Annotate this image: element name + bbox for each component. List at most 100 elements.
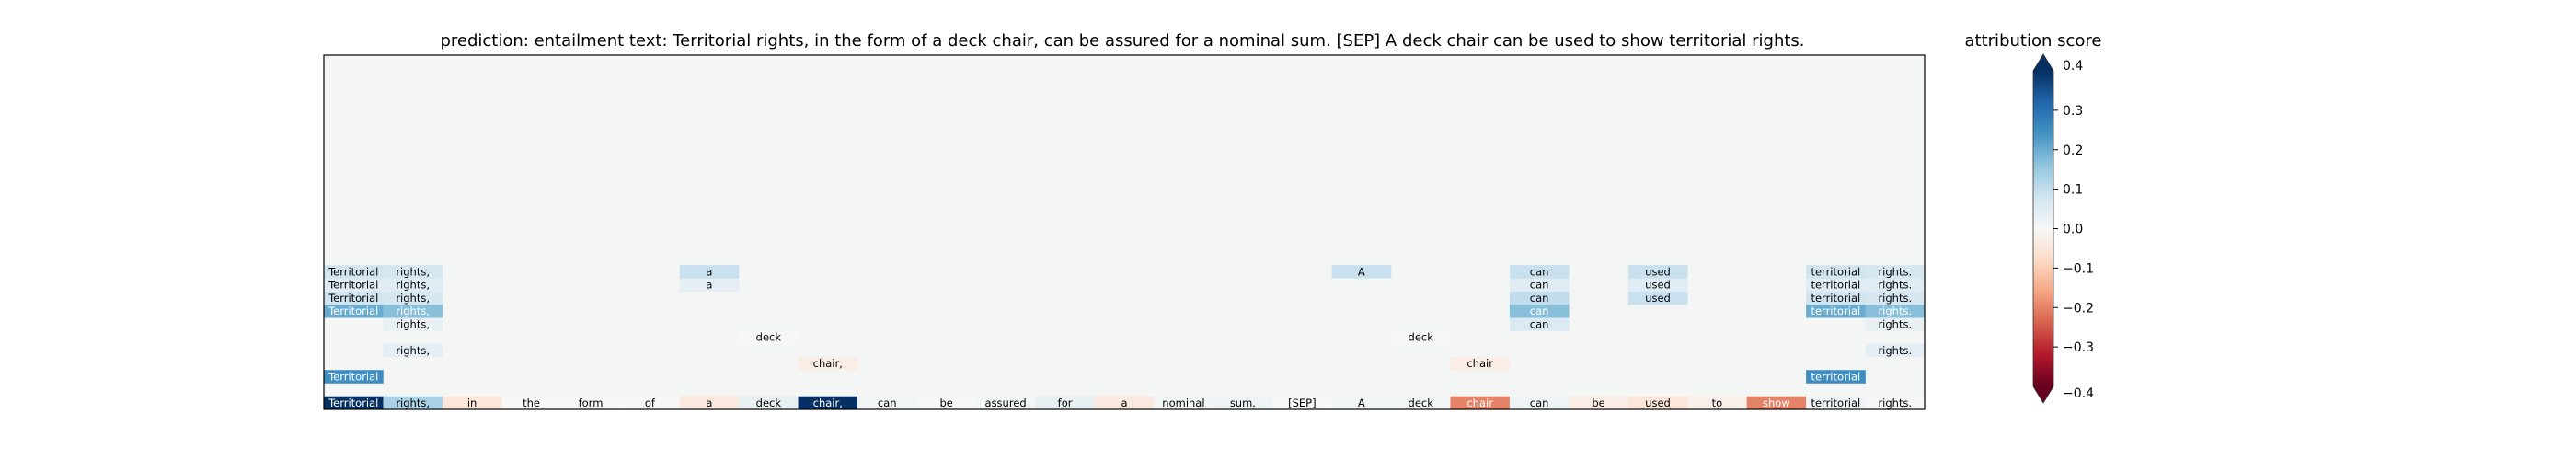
colorbar-tick-label: 0.1: [2063, 183, 2083, 198]
heatmap-cell: [383, 304, 443, 318]
heatmap-cell: [1865, 343, 1926, 358]
heatmap-cell: [383, 396, 443, 410]
colorbar-tick-label: −0.3: [2063, 340, 2094, 355]
heatmap-cell: [383, 278, 443, 292]
colorbar-extend-max: [2033, 54, 2053, 71]
heatmap-cell: [1806, 278, 1866, 292]
cell-label: rights,: [396, 397, 430, 409]
heatmap-cell: [916, 396, 977, 410]
heatmap-cell: [679, 396, 740, 410]
cell-label: deck: [756, 331, 782, 344]
cell-label: can: [1530, 265, 1549, 278]
heatmap-cell: [857, 396, 917, 410]
heatmap-cell: [1509, 265, 1570, 279]
heatmap-cell: [324, 370, 384, 384]
heatmap-cell: [1509, 396, 1570, 410]
cell-label: rights.: [1878, 317, 1912, 330]
heatmap-cell: [1509, 304, 1570, 318]
colorbar-tick-label: 0.0: [2063, 223, 2083, 237]
colorbar-tick-label: −0.1: [2063, 261, 2094, 276]
heatmap-cell: [1213, 396, 1273, 410]
cell-label: rights.: [1878, 292, 1912, 305]
cell-label: the: [523, 397, 540, 409]
cell-label: can: [1530, 279, 1549, 292]
cell-label: Territorial: [328, 305, 378, 317]
cell-label: Territorial: [328, 292, 378, 305]
heatmap-cell: [975, 396, 1036, 410]
cell-label: be: [1592, 397, 1604, 409]
cell-label: A: [1358, 265, 1365, 278]
cell-label: be: [939, 397, 952, 409]
cell-label: in: [467, 397, 477, 409]
heatmap-cell: [798, 396, 858, 410]
colorbar-extend-min: [2033, 386, 2053, 403]
colorbar-title: attribution score: [1964, 31, 2102, 51]
chart-title: prediction: entailment text: Territorial…: [440, 31, 1805, 51]
heatmap-cell: [1569, 396, 1629, 410]
heatmap-cell: [1627, 278, 1688, 292]
cell-label: show: [1763, 397, 1790, 409]
cell-label: rights.: [1878, 279, 1912, 292]
plot-background: [324, 55, 1925, 409]
colorbar-tick-label: 0.2: [2063, 144, 2083, 158]
heatmap-cell: [1627, 396, 1688, 410]
heatmap-cell: [560, 396, 621, 410]
cell-label: A: [1358, 397, 1365, 409]
cell-label: rights,: [396, 344, 430, 357]
cell-label: territorial: [1811, 397, 1860, 409]
cell-label: used: [1645, 265, 1671, 278]
heatmap-cell: [1272, 396, 1332, 410]
cell-label: territorial: [1811, 279, 1860, 292]
heatmap-cell: [1865, 396, 1926, 410]
heatmap-cell: [324, 396, 384, 410]
colorbar-tick-label: −0.4: [2063, 386, 2094, 401]
heatmap-cell: [679, 265, 740, 279]
colorbar-tick-label: 0.4: [2063, 59, 2083, 74]
cell-label: rights,: [396, 292, 430, 305]
heatmap-cell: [1627, 291, 1688, 305]
heatmap-cell: [1509, 317, 1570, 331]
heatmap-cell: [1806, 304, 1866, 318]
heatmap-cell: [1391, 396, 1451, 410]
heatmap-cell: [1865, 265, 1926, 279]
heatmap-cell: [1865, 278, 1926, 292]
plot-frame: [323, 54, 1926, 410]
heatmap-cell: [1806, 370, 1866, 384]
cell-label: a: [706, 397, 712, 409]
cell-label: deck: [756, 397, 782, 409]
heatmap-cells: Territorial rights, in the form of a deck chair,…: [324, 265, 1926, 410]
heatmap-cell: [1331, 396, 1392, 410]
cell-label: can: [1530, 305, 1549, 317]
cell-label: chair: [1466, 397, 1493, 409]
cell-label: Territorial: [328, 397, 378, 409]
heatmap-cell: [383, 343, 443, 358]
heatmap-cell: [620, 396, 680, 410]
cell-label: nominal: [1162, 397, 1204, 409]
cell-label: rights,: [396, 317, 430, 330]
heatmap-cell: [324, 278, 384, 292]
heatmap-cell: [1687, 396, 1747, 410]
heatmap-cell: [1094, 396, 1155, 410]
cell-label: used: [1645, 279, 1671, 292]
heatmap-cell: [1391, 330, 1451, 345]
heatmap-cell: [442, 396, 502, 410]
heatmap-cell: [1450, 396, 1511, 410]
cell-label: territorial: [1811, 305, 1860, 317]
cell-label: rights,: [396, 279, 430, 292]
cell-label: chair,: [813, 357, 843, 370]
colorbar-outline: [2032, 53, 2054, 404]
heatmap-cell: [1509, 278, 1570, 292]
heatmap-cell: [1331, 265, 1392, 279]
cell-label: a: [706, 279, 712, 292]
heatmap-cell: [739, 396, 799, 410]
heatmap-cell: [1509, 291, 1570, 305]
heatmap-cell: [1154, 396, 1213, 410]
heatmap-cell: [1746, 396, 1807, 410]
heatmap-cell: [1450, 356, 1511, 371]
cell-label: used: [1645, 397, 1671, 409]
cell-label: of: [645, 397, 656, 409]
heatmap-cell: [1806, 265, 1866, 279]
cell-label: Territorial: [328, 265, 378, 278]
cell-label: territorial: [1811, 292, 1860, 305]
